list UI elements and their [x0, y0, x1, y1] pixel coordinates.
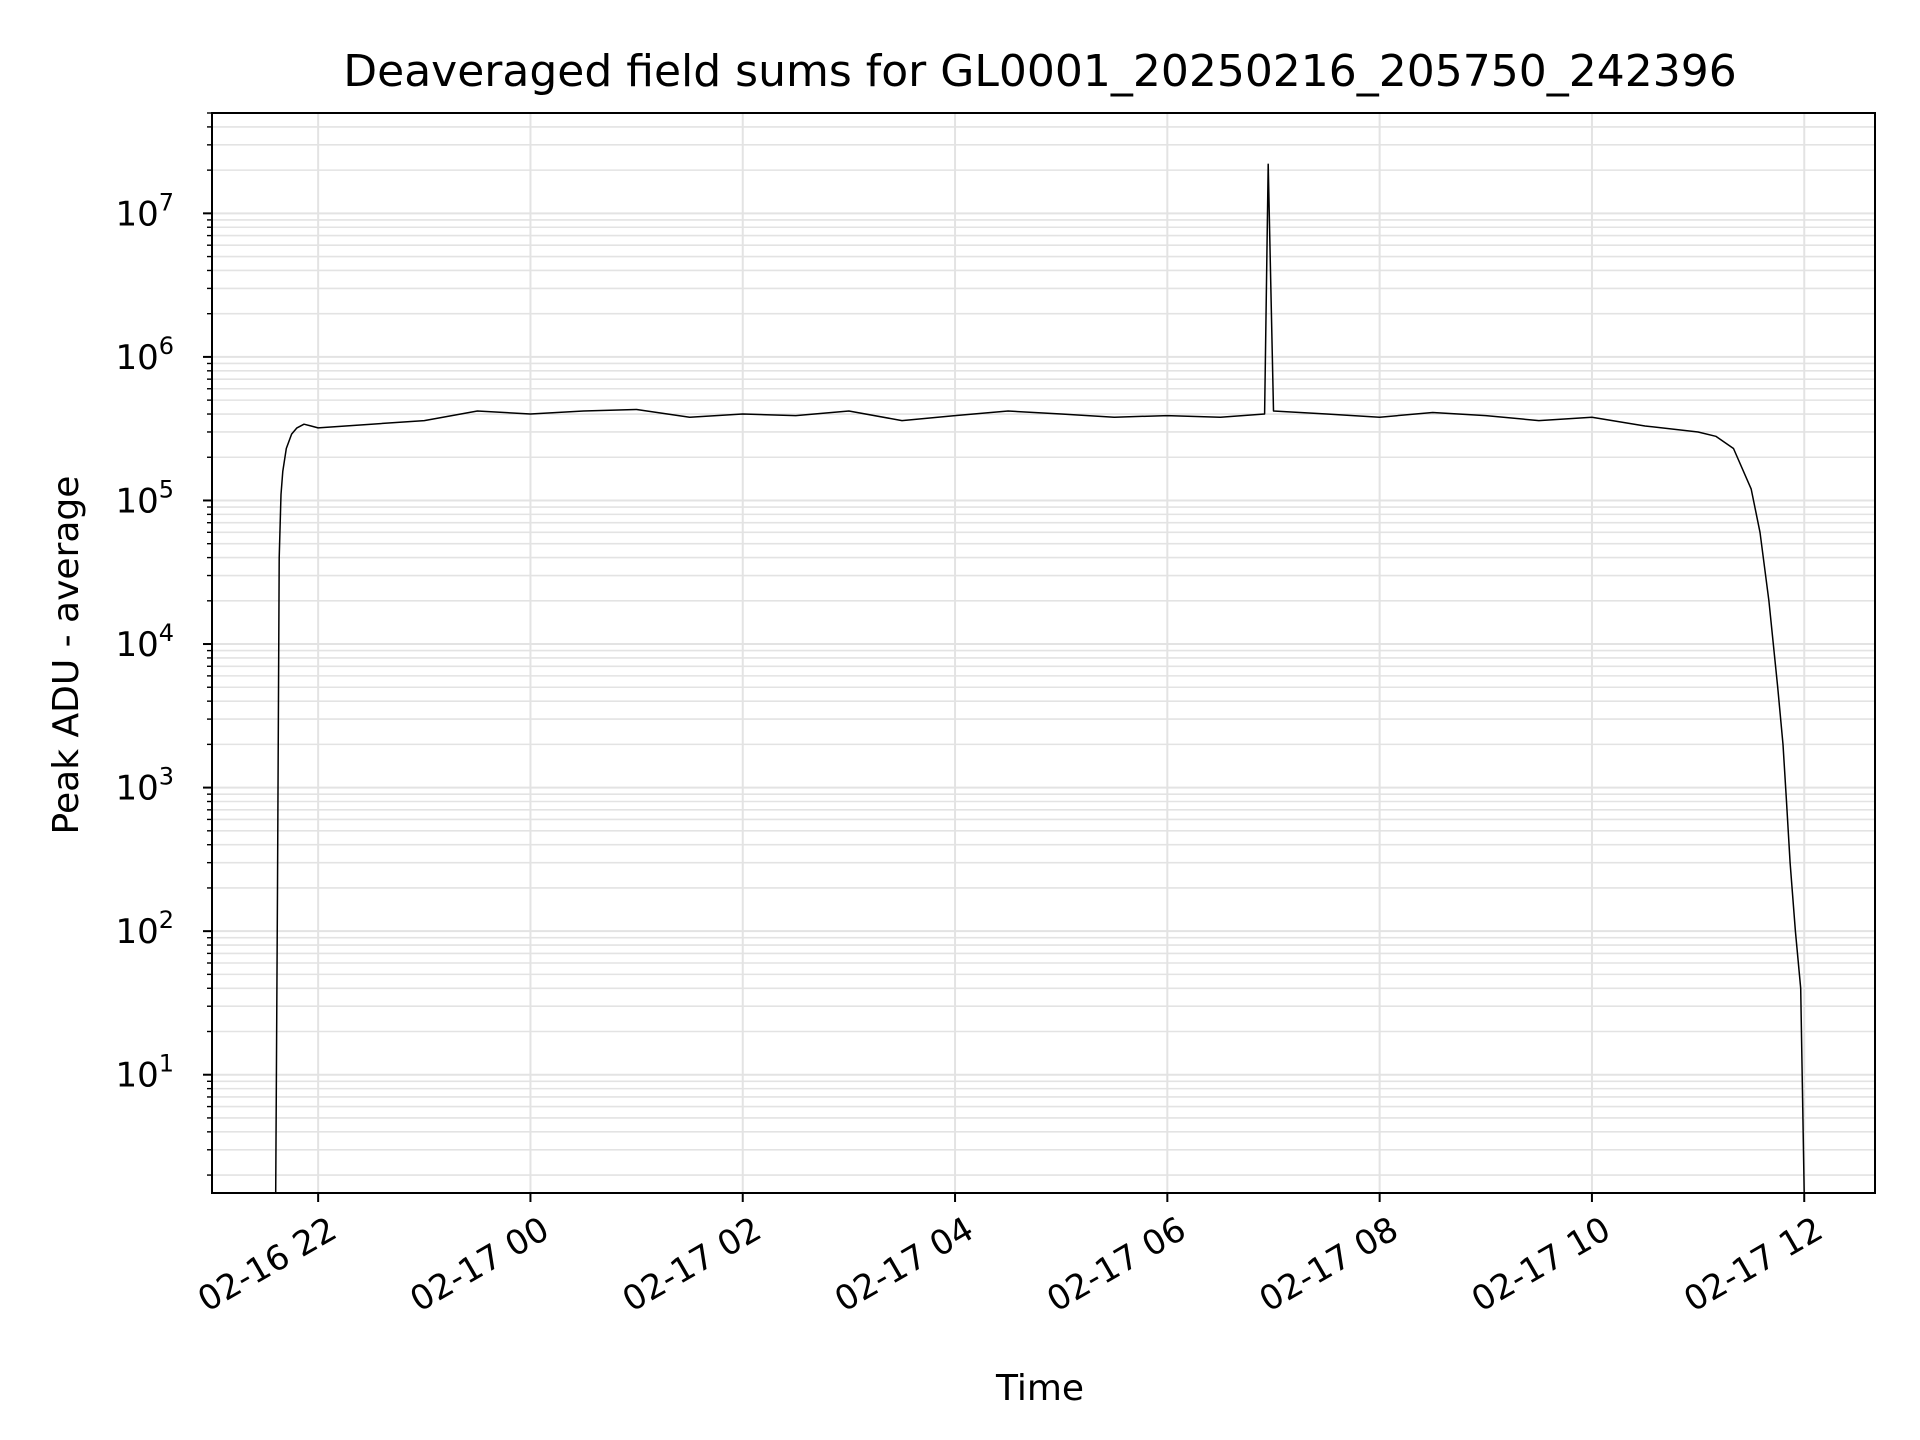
x-axis-label: Time: [995, 1368, 1084, 1409]
y-tick-label: 102: [115, 906, 174, 952]
axis-ticks: [203, 112, 1806, 1202]
y-tick-label: 106: [115, 332, 174, 378]
series-line: [274, 163, 1805, 1194]
chart-title: Deaveraged field sums for GL0001_2025021…: [343, 46, 1736, 97]
y-tick-label: 104: [115, 619, 174, 665]
grid-lines: [212, 112, 1875, 1193]
y-tick-label: 105: [115, 475, 174, 521]
plot-frame: [211, 112, 1876, 1194]
y-tick-label: 107: [115, 188, 174, 234]
y-tick-label: 103: [115, 763, 174, 809]
series-layer: [274, 163, 1805, 1194]
y-axis-label: Peak ADU - average: [46, 476, 87, 835]
y-tick-label: 101: [115, 1050, 174, 1096]
